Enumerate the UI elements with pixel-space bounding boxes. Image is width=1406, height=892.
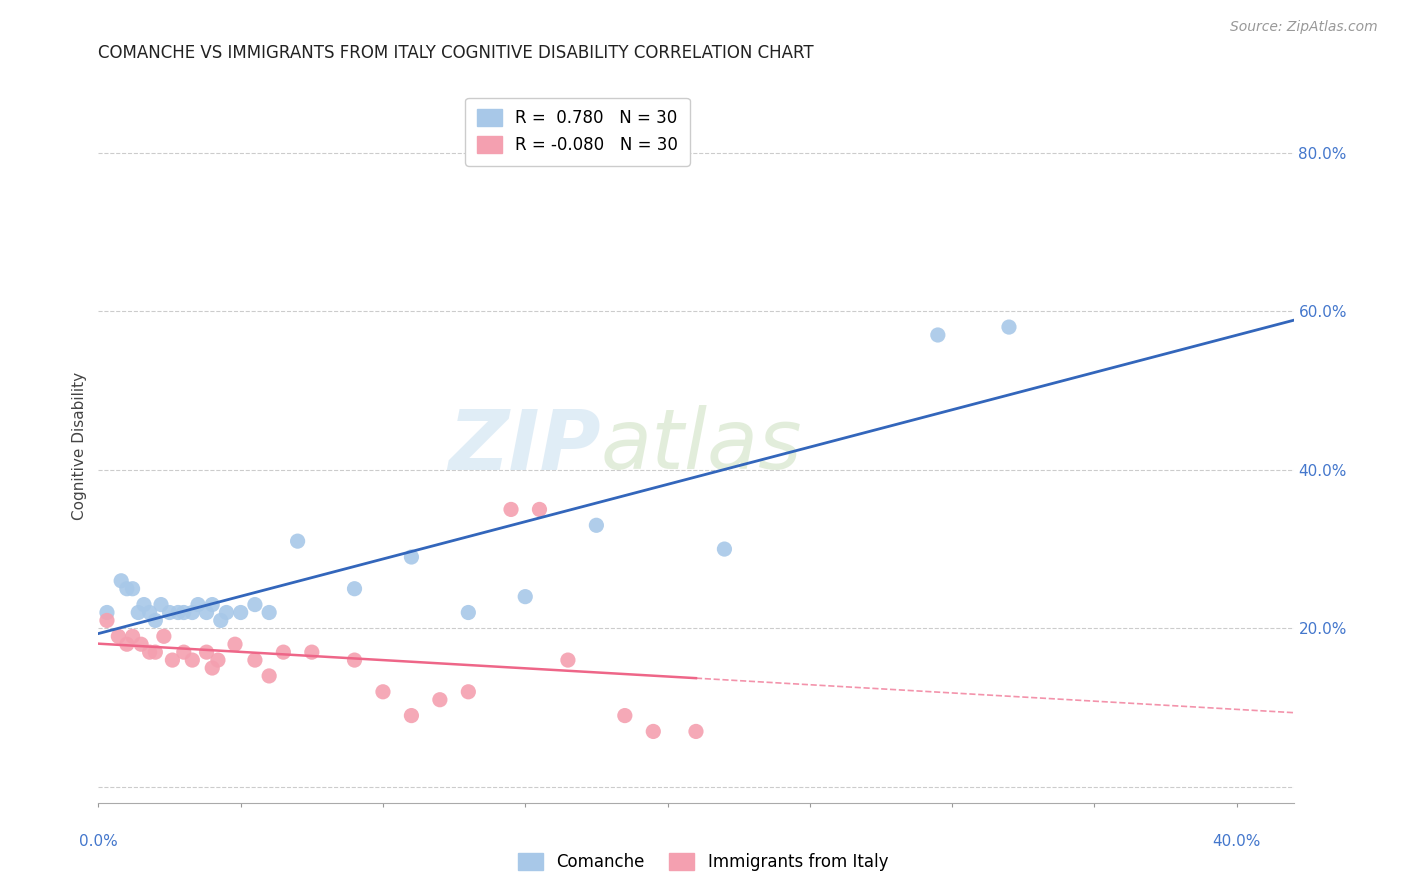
Point xyxy=(243,598,266,612)
Point xyxy=(585,518,607,533)
Point xyxy=(201,598,224,612)
Point xyxy=(187,598,209,612)
Point xyxy=(457,685,479,699)
Point xyxy=(143,645,166,659)
Point xyxy=(243,653,266,667)
Text: 40.0%: 40.0% xyxy=(1212,834,1261,849)
Point xyxy=(224,637,246,651)
Point xyxy=(287,534,309,549)
Point xyxy=(343,582,366,596)
Point xyxy=(201,661,224,675)
Point xyxy=(110,574,132,588)
Point xyxy=(643,724,665,739)
Point xyxy=(138,645,160,659)
Point xyxy=(209,614,232,628)
Point xyxy=(173,645,195,659)
Point xyxy=(96,614,118,628)
Point xyxy=(167,606,190,620)
Legend: Comanche, Immigrants from Italy: Comanche, Immigrants from Italy xyxy=(509,845,897,880)
Point xyxy=(343,653,366,667)
Point xyxy=(143,614,166,628)
Point xyxy=(257,669,280,683)
Point xyxy=(173,606,195,620)
Point xyxy=(159,606,181,620)
Point xyxy=(181,606,204,620)
Point xyxy=(998,320,1021,334)
Text: 0.0%: 0.0% xyxy=(79,834,118,849)
Point xyxy=(429,692,451,706)
Point xyxy=(273,645,295,659)
Point xyxy=(127,606,149,620)
Point xyxy=(195,606,218,620)
Point xyxy=(557,653,579,667)
Point xyxy=(229,606,252,620)
Point xyxy=(371,685,394,699)
Point xyxy=(150,598,173,612)
Point xyxy=(132,598,155,612)
Point xyxy=(685,724,707,739)
Point xyxy=(515,590,537,604)
Point xyxy=(115,637,138,651)
Point xyxy=(96,606,118,620)
Point xyxy=(129,637,152,651)
Point xyxy=(457,606,479,620)
Point xyxy=(257,606,280,620)
Point xyxy=(927,328,949,343)
Point xyxy=(115,582,138,596)
Point xyxy=(181,653,204,667)
Point xyxy=(401,708,423,723)
Point xyxy=(215,606,238,620)
Point xyxy=(138,606,160,620)
Text: Source: ZipAtlas.com: Source: ZipAtlas.com xyxy=(1230,21,1378,34)
Point xyxy=(195,645,218,659)
Point xyxy=(613,708,636,723)
Text: COMANCHE VS IMMIGRANTS FROM ITALY COGNITIVE DISABILITY CORRELATION CHART: COMANCHE VS IMMIGRANTS FROM ITALY COGNIT… xyxy=(98,44,814,62)
Point xyxy=(529,502,551,516)
Point xyxy=(162,653,184,667)
Point xyxy=(713,542,735,557)
Y-axis label: Cognitive Disability: Cognitive Disability xyxy=(72,372,87,520)
Legend: R =  0.780   N = 30, R = -0.080   N = 30: R = 0.780 N = 30, R = -0.080 N = 30 xyxy=(465,97,690,166)
Text: atlas: atlas xyxy=(600,406,801,486)
Point xyxy=(401,549,423,564)
Point xyxy=(207,653,229,667)
Point xyxy=(499,502,522,516)
Point xyxy=(107,629,129,643)
Point xyxy=(121,582,143,596)
Point xyxy=(301,645,323,659)
Point xyxy=(121,629,143,643)
Point xyxy=(153,629,176,643)
Text: ZIP: ZIP xyxy=(447,406,600,486)
